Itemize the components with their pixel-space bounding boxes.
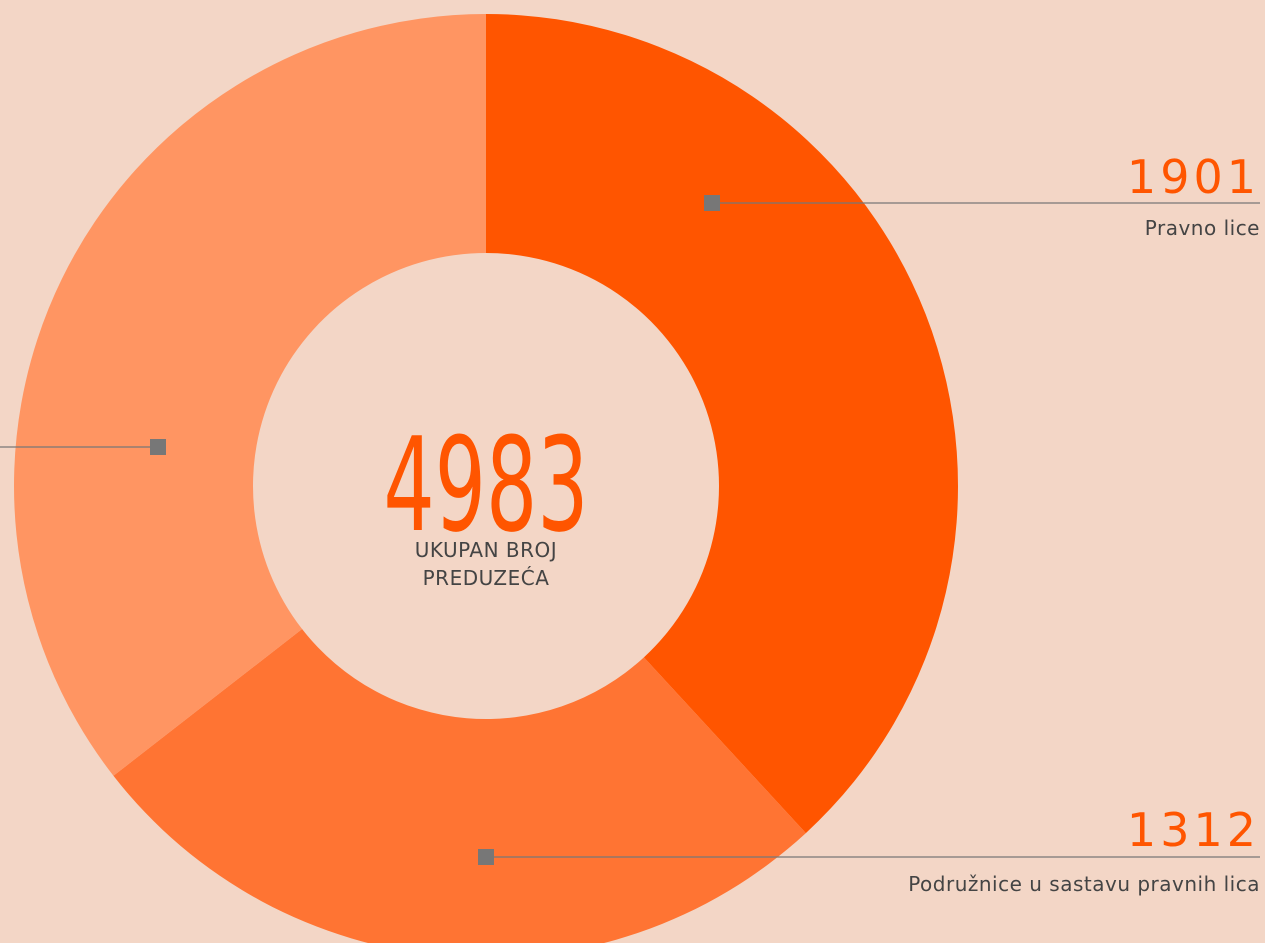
category-label: Podružnice u sastavu pravnih lica — [908, 872, 1260, 896]
value-label: 1901 — [1127, 150, 1260, 204]
category-label: Pravno lice — [1145, 216, 1260, 240]
chart: 1901 Pravno lice 1312 Podružnice u sastavu … — [0, 0, 1265, 943]
leader-marker — [478, 849, 494, 865]
page: 1901 Pravno lice 1312 Podružnice u sastavu … — [0, 0, 1265, 943]
value-label: 1312 — [1127, 803, 1260, 857]
leader-marker — [150, 439, 166, 455]
center-label: UKUPAN BROJ PREDUZEĆA — [376, 536, 596, 592]
leader-marker — [704, 195, 720, 211]
donut-segment — [14, 14, 486, 776]
